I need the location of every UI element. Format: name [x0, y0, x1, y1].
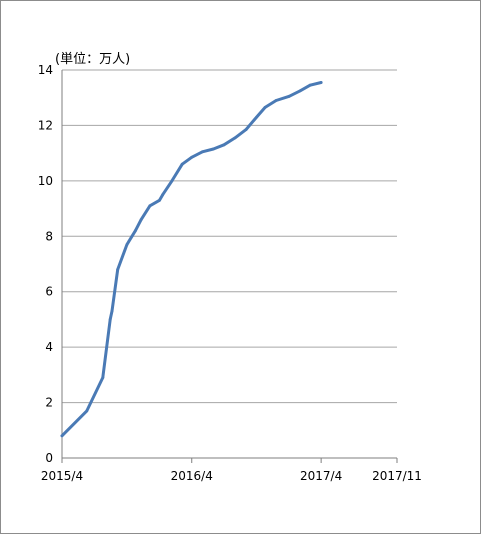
data-point: [308, 83, 312, 87]
data-point: [108, 318, 112, 321]
data-point: [263, 106, 267, 109]
data-point: [85, 409, 89, 413]
y-tick-label: 6: [45, 285, 53, 299]
data-point: [110, 309, 114, 313]
y-tick-label: 14: [38, 63, 53, 77]
data-point: [298, 89, 302, 93]
data-point: [139, 218, 143, 222]
x-tick-label: 2015/4: [41, 469, 83, 483]
data-point: [287, 94, 291, 98]
y-tick-label: 2: [45, 396, 53, 410]
x-tick-label: 2017/4: [300, 469, 342, 483]
data-point: [116, 268, 120, 271]
data-point: [255, 115, 258, 119]
series-line: [60, 81, 323, 438]
data-point: [161, 193, 165, 197]
y-tick-label: 12: [38, 118, 53, 132]
x-tick-labels: 2015/4 2016/4 2017/4 2017/11: [41, 469, 422, 483]
y-tick-label: 4: [45, 340, 53, 354]
data-point: [101, 376, 105, 379]
x-tick-label: 2016/4: [171, 469, 213, 483]
gridlines: [61, 69, 398, 463]
data-point: [180, 162, 184, 166]
data-point: [170, 179, 174, 183]
data-point: [233, 136, 237, 140]
y-tick-label: 0: [45, 451, 53, 465]
data-point: [222, 143, 226, 147]
data-point: [212, 147, 215, 151]
unit-label: (単位：万人): [55, 51, 130, 67]
data-point: [274, 99, 278, 102]
data-point: [201, 150, 204, 154]
data-point: [319, 81, 323, 84]
data-point: [134, 229, 137, 233]
y-tick-label: 8: [45, 229, 53, 243]
data-point: [60, 434, 64, 438]
data-point: [158, 198, 161, 202]
data-point: [190, 155, 194, 159]
x-tick-label: 2017/11: [372, 469, 422, 483]
data-point: [148, 204, 152, 208]
y-tick-labels: 0 2 4 6 8 10 12 14: [38, 63, 53, 465]
data-point: [244, 128, 248, 132]
data-point: [125, 243, 129, 247]
y-tick-label: 10: [38, 174, 53, 188]
series-layer: [60, 81, 323, 438]
